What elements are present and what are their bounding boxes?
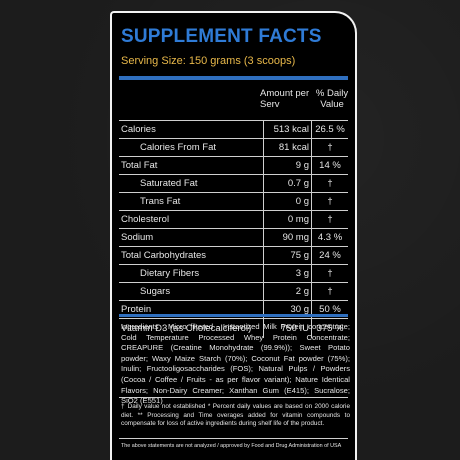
row-name: Total Fat — [121, 160, 158, 171]
row-amount: 0 mg — [287, 214, 309, 225]
row-amount: 75 g — [290, 250, 310, 261]
top-divider-bar — [119, 76, 348, 80]
row-amount: 0.7 g — [287, 178, 309, 189]
table-row-calories-from-fat: Calories From Fat 81 kcal † — [119, 138, 348, 156]
table-row-saturated-fat: Saturated Fat 0.7 g † — [119, 174, 348, 192]
table-row-total-fat: Total Fat 9 g 14 % — [119, 156, 348, 174]
row-dv: 26.5 % — [315, 124, 345, 135]
row-dv: 375 % — [316, 323, 344, 334]
table-row-dietary-fibers: Dietary Fibers 3 g † — [119, 264, 348, 282]
row-name: Saturated Fat — [140, 178, 198, 189]
ingredients-text: Ingredients : Micro filtered - Instantiz… — [121, 322, 350, 406]
table-row-calories: Calories 513 kcal 26.5 % — [119, 120, 348, 138]
row-amount: 30 g — [290, 304, 310, 315]
middle-divider-bar — [119, 314, 348, 317]
row-amount: 3 g — [295, 268, 309, 279]
serving-size: Serving Size: 150 grams (3 scoops) — [121, 55, 296, 67]
row-name: Calories From Fat — [140, 142, 217, 153]
table-row-total-carbohydrates: Total Carbohydrates 75 g 24 % — [119, 246, 348, 264]
row-amount: 2 g — [295, 286, 309, 297]
row-dv: 14 % — [319, 160, 341, 171]
row-dv: † — [327, 142, 333, 153]
table-row-protein: Protein 30 g 50 % — [119, 300, 348, 318]
row-name: Sugars — [140, 286, 171, 297]
row-dv: 4.3 % — [317, 232, 343, 243]
row-name: Cholesterol — [121, 214, 170, 225]
disclaimer-divider — [119, 438, 348, 439]
row-name: Total Carbohydrates — [121, 250, 207, 261]
row-dv: † — [327, 286, 333, 297]
row-name: Sodium — [121, 232, 154, 243]
table-row-sodium: Sodium 90 mg 4.3 % — [119, 228, 348, 246]
row-amount: 81 kcal — [278, 142, 309, 153]
row-name: Vitamin D3 (as Cholecalciferol) — [121, 323, 252, 334]
table-row-vitamin-d3: Vitamin D3 (as Cholecalciferol) 750 IU 3… — [119, 318, 348, 338]
label-title: SUPPLEMENT FACTS — [121, 26, 322, 47]
row-name: Calories — [121, 124, 156, 135]
footnote-text: † Daily value not established * Percent … — [121, 403, 350, 428]
header-daily-value: % Daily Value — [315, 88, 349, 110]
table-row-sugars: Sugars 2 g † — [119, 282, 348, 300]
row-name: Dietary Fibers — [140, 268, 200, 279]
row-dv: † — [327, 268, 333, 279]
row-amount: 0 g — [295, 196, 309, 207]
row-amount: 9 g — [295, 160, 309, 171]
row-dv: † — [327, 178, 333, 189]
nutrition-table: Calories 513 kcal 26.5 % Calories From F… — [119, 120, 348, 338]
row-name: Trans Fat — [140, 196, 181, 207]
table-row-trans-fat: Trans Fat 0 g † — [119, 192, 348, 210]
header-amount: Amount per Serv — [260, 88, 310, 110]
row-dv: 50 % — [319, 304, 341, 315]
row-dv: 24 % — [319, 250, 341, 261]
row-amount: 90 mg — [282, 232, 309, 243]
row-dv: † — [327, 196, 333, 207]
row-amount: 750 IU — [281, 323, 309, 334]
supplement-facts-label: SUPPLEMENT FACTS Serving Size: 150 grams… — [110, 11, 357, 460]
footnote-divider — [119, 397, 348, 398]
row-dv: † — [327, 214, 333, 225]
disclaimer-text: The above statements are not analyzed / … — [121, 443, 342, 449]
row-name: Protein — [121, 304, 152, 315]
row-amount: 513 kcal — [273, 124, 309, 135]
table-row-cholesterol: Cholesterol 0 mg † — [119, 210, 348, 228]
